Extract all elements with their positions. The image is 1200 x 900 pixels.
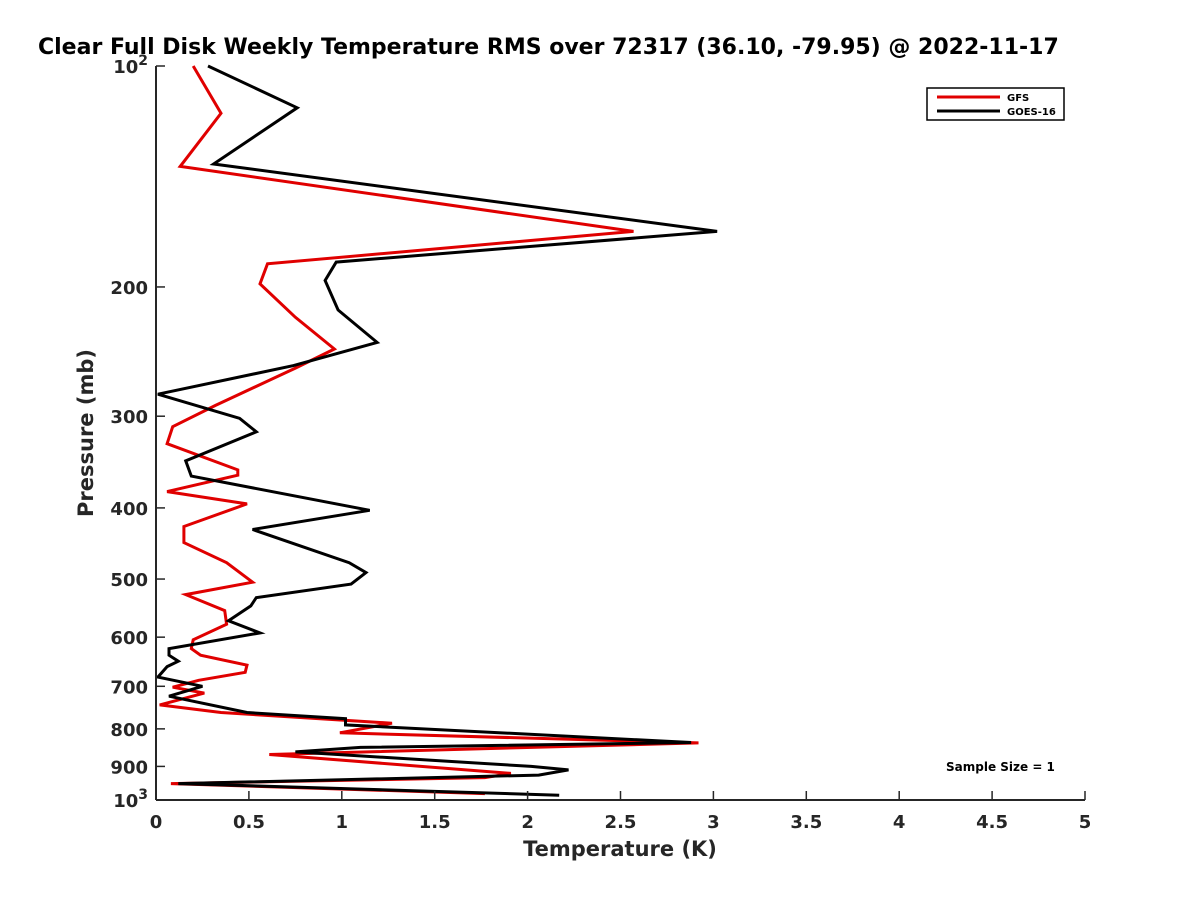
x-tick-label: 2.5	[605, 812, 637, 833]
chart-title: Clear Full Disk Weekly Temperature RMS o…	[38, 35, 1059, 60]
y-tick-label: 103	[113, 787, 148, 812]
y-tick-label: 200	[110, 278, 148, 299]
x-axis-ticks: 0 0.5 1 1.5 2 2.5 3 3.5 4 4.5 5	[150, 791, 1092, 833]
y-tick-label: 800	[110, 720, 148, 741]
x-tick-label: 3.5	[790, 812, 822, 833]
y-tick-label: 600	[110, 628, 148, 649]
y-tick-label: 700	[110, 677, 148, 698]
sample-size-annotation: Sample Size = 1	[946, 760, 1055, 774]
series-layer	[155, 64, 718, 797]
y-axis-ticks: 102 200 300 400 500 600 700 800 900 103	[110, 53, 165, 812]
y-axis-label: Pressure (mb)	[74, 349, 98, 517]
y-tick-label: 500	[110, 570, 148, 591]
legend-label-goes16: GOES-16	[1007, 107, 1056, 118]
series-line-goes16	[155, 64, 718, 797]
y-tick-label: 300	[110, 407, 148, 428]
x-tick-label: 0	[150, 812, 163, 833]
x-axis-label: Temperature (K)	[523, 837, 717, 861]
y-tick-label: 102	[113, 53, 148, 78]
legend-label-gfs: GFS	[1007, 93, 1029, 104]
legend: GFS GOES-16	[926, 87, 1065, 121]
x-tick-label: 4.5	[976, 812, 1008, 833]
y-tick-label: 900	[110, 757, 148, 778]
x-tick-label: 4	[893, 812, 906, 833]
y-tick-label: 400	[110, 499, 148, 520]
series-line-gfs	[159, 65, 699, 796]
legend-box	[926, 87, 1065, 121]
x-tick-label: 0.5	[233, 812, 265, 833]
x-tick-label: 1	[336, 812, 349, 833]
x-tick-label: 5	[1079, 812, 1092, 833]
x-tick-label: 1.5	[419, 812, 451, 833]
x-tick-label: 2	[521, 812, 534, 833]
x-tick-label: 3	[707, 812, 720, 833]
